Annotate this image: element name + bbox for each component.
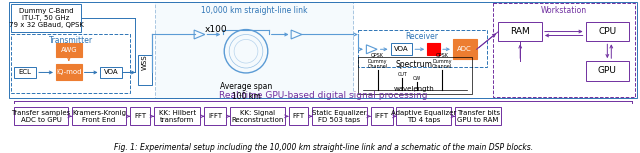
Text: CPU: CPU [598,27,616,36]
Text: Average span
100 km: Average span 100 km [220,82,272,101]
FancyBboxPatch shape [56,43,82,57]
Text: Kramers-Kronig
Front End: Kramers-Kronig Front End [72,110,126,123]
Text: CUT: CUT [397,72,407,77]
Text: wavelength: wavelength [394,86,435,92]
Text: FFT: FFT [134,113,146,119]
FancyBboxPatch shape [427,43,440,55]
Text: KK: Signal
Reconstruction: KK: Signal Reconstruction [231,110,284,123]
Text: IFFT: IFFT [374,113,388,119]
Text: Adaptive Equalizer
TD 4 taps: Adaptive Equalizer TD 4 taps [391,110,456,123]
Text: VOA: VOA [394,46,409,52]
FancyBboxPatch shape [453,39,477,59]
Text: IQ-mod: IQ-mod [56,69,81,75]
Text: ECL: ECL [19,69,32,75]
Text: Real-time GPU-based digital signal processing: Real-time GPU-based digital signal proce… [219,91,428,100]
Text: GPU: GPU [598,66,617,75]
Text: VOA: VOA [104,69,118,75]
Text: Transfer samples
ADC to GPU: Transfer samples ADC to GPU [12,110,70,123]
Text: FFT: FFT [292,113,305,119]
Text: AWG: AWG [61,47,77,53]
Text: RAM: RAM [510,27,530,36]
Text: IFFT: IFFT [208,113,222,119]
Text: ADC: ADC [458,46,472,52]
Text: KK: Hilbert
transform: KK: Hilbert transform [159,110,196,123]
FancyBboxPatch shape [155,2,353,98]
Text: QPSK
Dummy
Channel: QPSK Dummy Channel [367,53,388,69]
Text: x100: x100 [205,25,228,34]
Text: CW: CW [413,76,421,81]
Text: Fig. 1: Experimental setup including the 10,000 km straight-line link and a sche: Fig. 1: Experimental setup including the… [114,143,532,152]
Text: QPSK
Dummy
Channel: QPSK Dummy Channel [432,53,452,69]
Text: Transmitter: Transmitter [49,36,93,45]
FancyBboxPatch shape [56,64,82,80]
Text: Static Equalizer
FD 503 taps: Static Equalizer FD 503 taps [312,110,367,123]
Text: WSS: WSS [142,54,148,70]
Text: Workstation: Workstation [541,6,587,15]
Text: 10,000 km straight-line link: 10,000 km straight-line link [201,6,307,15]
Text: Dummy C-Band
ITU-T, 50 GHz
79 x 32 GBaud, QPSK: Dummy C-Band ITU-T, 50 GHz 79 x 32 GBaud… [8,8,83,28]
Text: Spectrum: Spectrum [396,60,433,69]
Text: Receiver: Receiver [406,32,438,41]
Text: Transfer bits
GPU to RAM: Transfer bits GPU to RAM [456,110,500,123]
